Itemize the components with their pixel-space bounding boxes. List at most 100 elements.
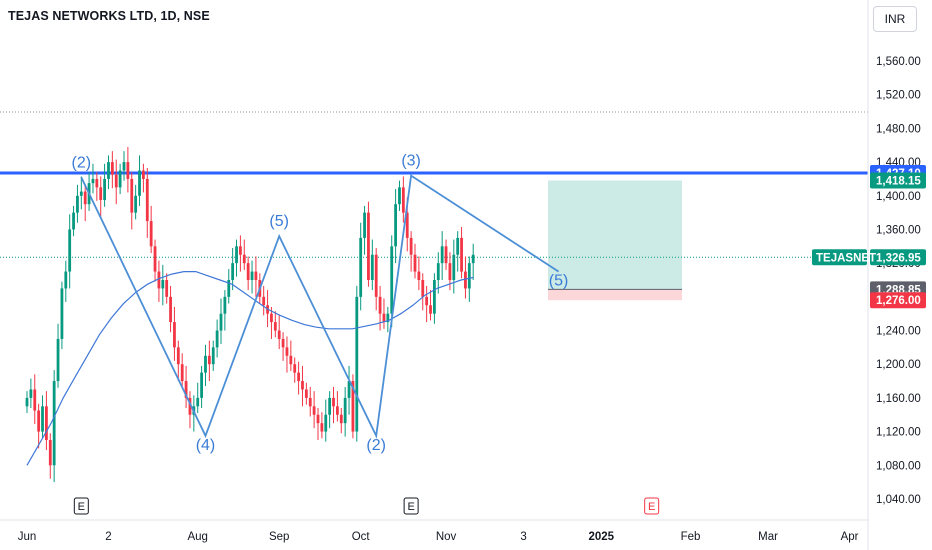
candle: [347, 365, 351, 415]
candle: [390, 235, 394, 328]
candle: [227, 269, 231, 304]
candle-body: [215, 330, 219, 348]
price-tag-label: 1,276.00: [876, 295, 921, 307]
candle: [134, 184, 138, 220]
candle: [180, 353, 184, 388]
x-tick-label: Jun: [18, 531, 37, 543]
candle-body: [297, 372, 300, 382]
candles: [25, 146, 475, 483]
candle-body: [293, 364, 297, 373]
candle: [339, 408, 343, 434]
candle: [273, 311, 277, 338]
ma-line: [26, 271, 474, 466]
candle: [460, 226, 463, 279]
candle: [401, 176, 405, 223]
candle-body: [72, 212, 75, 230]
candle-body: [68, 229, 72, 272]
price-tag: 1,418.15: [870, 172, 926, 189]
event-marker: E: [403, 497, 419, 515]
candle-body: [64, 271, 68, 289]
candle: [64, 260, 68, 302]
candle: [114, 159, 118, 205]
candle: [355, 285, 359, 442]
candle-body: [76, 195, 79, 213]
candle-body: [184, 381, 188, 398]
candle: [413, 243, 417, 279]
horizontal-lines: [0, 111, 868, 258]
event-marker-label: E: [78, 501, 85, 513]
candle: [293, 357, 297, 383]
candle: [394, 189, 397, 264]
candle: [363, 205, 366, 255]
currency-button[interactable]: INR: [873, 6, 917, 32]
event-marker: E: [644, 497, 660, 515]
candle-body: [145, 178, 149, 222]
candle-body: [37, 410, 41, 432]
symbol-tag: TEJASNET: [812, 249, 876, 266]
candle-body: [316, 414, 320, 424]
candle-body: [79, 191, 83, 196]
candle-body: [176, 347, 180, 365]
candle-body: [324, 414, 328, 432]
candle: [142, 163, 145, 193]
candle-body: [165, 280, 169, 297]
candle: [83, 184, 87, 222]
price-tag-box: [870, 249, 926, 266]
candle-body: [138, 170, 141, 196]
candle-body: [429, 305, 432, 314]
candle-body: [386, 313, 390, 323]
x-tick-label: Sep: [269, 531, 289, 543]
candle-body: [464, 271, 467, 289]
candle-body: [169, 296, 172, 323]
price-axis-labels: 1,427.101,418.151,326.951,288.851,276.00…: [812, 164, 926, 309]
y-tick-label: 1,520.00: [876, 90, 921, 102]
candle-body: [250, 271, 254, 280]
x-tick-label: 3: [520, 531, 526, 543]
candle: [207, 340, 211, 382]
candle: [425, 285, 429, 323]
candle-body: [173, 322, 176, 348]
candle: [382, 298, 386, 329]
candle: [196, 382, 200, 414]
candle: [332, 386, 335, 424]
price-tag: 1,326.95: [870, 249, 926, 266]
candle: [281, 332, 285, 361]
x-tick-label: Mar: [758, 531, 778, 543]
candle-body: [153, 246, 157, 272]
candle: [33, 374, 37, 424]
candle: [301, 365, 304, 407]
event-marker-box: [644, 497, 660, 515]
candle: [421, 273, 425, 311]
candle-body: [223, 296, 227, 314]
candle-body: [394, 204, 397, 247]
candle-body: [339, 414, 343, 424]
candle-body: [382, 313, 386, 323]
candle: [145, 168, 149, 238]
candle-body: [436, 263, 440, 280]
event-marker-label: E: [407, 501, 414, 513]
candle-body: [118, 170, 122, 188]
candle-body: [149, 221, 153, 247]
candle: [359, 222, 363, 311]
price-tag-label: 1,326.95: [876, 252, 921, 264]
y-tick-label: 1,080.00: [876, 460, 921, 472]
candle: [277, 315, 281, 350]
candle: [223, 290, 227, 331]
candle-body: [52, 381, 56, 466]
candle-body: [157, 271, 161, 289]
candle: [297, 361, 300, 395]
candle-body: [378, 296, 382, 314]
candle: [324, 399, 328, 442]
y-tick-label: 1,120.00: [876, 427, 921, 439]
wave-label: (4): [196, 437, 216, 454]
candle-body: [242, 254, 246, 264]
candle: [138, 155, 141, 206]
symbol-tag-label: TEJASNET: [816, 252, 876, 264]
wave-label: (3): [401, 153, 421, 170]
candle-body: [374, 254, 378, 297]
y-tick-label: 1,360.00: [876, 224, 921, 236]
candle: [440, 231, 444, 280]
candle-body: [219, 313, 223, 331]
candle-body: [254, 271, 258, 280]
